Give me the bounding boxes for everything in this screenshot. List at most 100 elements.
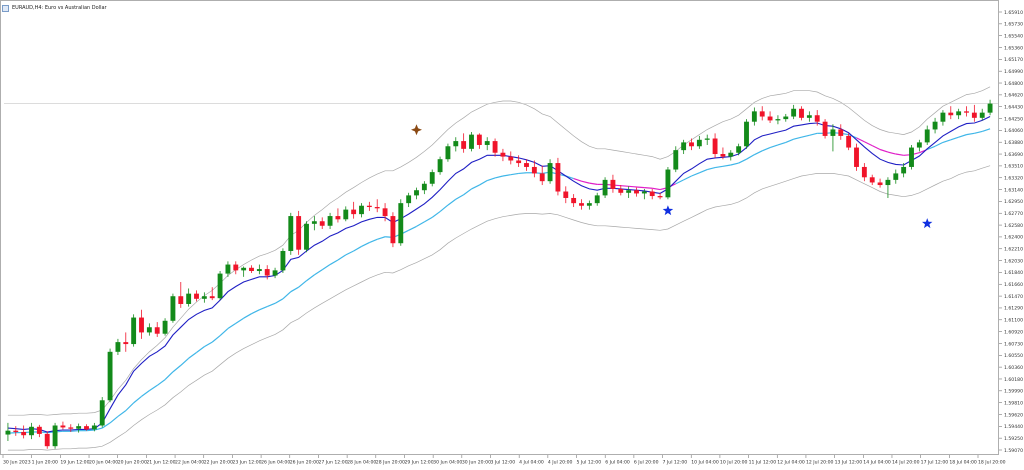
x-tick-label: 30 Jun 2023 <box>3 460 31 466</box>
candle-body <box>406 195 412 204</box>
x-tick-label: 10 Jul 04:00 <box>691 460 719 466</box>
candle-body <box>84 426 89 430</box>
y-tick-label: 1.60550 <box>1004 353 1023 359</box>
y-tick-label: 1.63140 <box>1004 187 1023 193</box>
buy-signal-star-icon <box>922 218 933 229</box>
ema-slow-segment <box>714 165 724 169</box>
buy-signal-star-icon <box>662 205 674 216</box>
candle-body <box>508 156 514 161</box>
ema-slow-segment <box>942 139 951 143</box>
y-tick-label: 1.61290 <box>1004 306 1023 312</box>
y-tick-label: 1.64990 <box>1004 69 1023 75</box>
ema-slow-segment <box>133 395 142 404</box>
candle-body <box>775 119 781 121</box>
candle-body <box>296 216 302 250</box>
candle-body <box>964 111 969 113</box>
x-tick-label: 26 Jun 20:00 <box>290 460 319 466</box>
y-tick-label: 1.60730 <box>1004 341 1023 347</box>
ema-slow-segment <box>164 371 174 381</box>
ema-slow-segment <box>871 145 881 151</box>
chart-title: EURAUD,H4: Euro vs Australian Dollar <box>12 5 107 11</box>
candle-body <box>233 264 239 271</box>
x-tick-label: 10 Jul 20:00 <box>720 460 748 466</box>
y-tick-label: 1.59810 <box>1004 400 1023 406</box>
ema-slow-segment <box>227 322 237 330</box>
candle-body <box>987 103 993 113</box>
band-upper-line <box>7 86 991 416</box>
ema-slow-segment <box>251 309 260 315</box>
ema-slow-segment <box>769 144 779 149</box>
candle-body <box>948 112 954 116</box>
ema-slow-segment <box>864 141 873 147</box>
x-tick-label: 29 Jun 12:00 <box>404 460 433 466</box>
ema-slow-segment <box>211 335 221 343</box>
ema-slow-segment <box>282 291 292 300</box>
candle-body <box>351 209 357 215</box>
ema-slow-segment <box>887 151 896 155</box>
ema-slow-segment <box>329 259 339 266</box>
y-tick-label: 1.64620 <box>1004 93 1023 99</box>
candle-body <box>162 320 168 334</box>
x-tick-label: 18 Jul 04:00 <box>949 460 977 466</box>
candle-body <box>586 203 592 206</box>
ema-slow-segment <box>502 174 511 177</box>
candle-body <box>5 430 11 435</box>
ema-slow-segment <box>125 402 135 412</box>
candle-body <box>288 216 294 251</box>
ema-slow-segment <box>730 162 739 166</box>
candle-body <box>476 134 482 145</box>
ema-slow-segment <box>785 138 794 143</box>
candle-body <box>516 160 522 164</box>
candle-body <box>280 250 286 271</box>
x-tick-label: 6 Jul 04:00 <box>605 460 630 466</box>
ema-slow-segment <box>94 427 103 431</box>
ema-slow-segment <box>369 238 378 244</box>
ema-slow-segment <box>172 364 182 373</box>
candle-body <box>901 166 907 174</box>
y-tick-label: 1.65730 <box>1004 22 1023 28</box>
candle-body <box>579 203 584 206</box>
ema-slow-segment <box>149 384 158 392</box>
candle-body <box>524 163 529 167</box>
candle-body <box>194 293 199 299</box>
x-tick-label: 23 Jun 12:00 <box>232 460 261 466</box>
y-tick-label: 1.64430 <box>1004 105 1023 111</box>
ema-slow-segment <box>274 298 284 304</box>
y-tick-label: 1.59620 <box>1004 412 1023 418</box>
ema-slow-segment <box>101 422 111 429</box>
candle-body <box>932 121 938 130</box>
candle-body <box>343 209 349 220</box>
ema-slow-segment <box>377 236 386 240</box>
ema-slow-segment <box>652 187 661 191</box>
y-tick-label: 1.61840 <box>1004 270 1023 276</box>
x-tick-label: 21 Jun 12:00 <box>146 460 175 466</box>
ema-slow-segment <box>856 137 865 143</box>
ema-slow-segment <box>431 211 441 218</box>
candle-body <box>909 147 914 167</box>
candle-body <box>539 173 545 182</box>
candle-body <box>36 426 42 434</box>
y-tick-label: 1.65910 <box>1004 10 1023 16</box>
candle-body <box>115 342 121 352</box>
x-tick-label: 12 Jul 04:00 <box>777 460 805 466</box>
candle-body <box>374 207 380 209</box>
chart-window-icon <box>2 4 9 12</box>
ema-slow-segment <box>447 198 457 206</box>
candle-body <box>751 111 757 122</box>
candle-body <box>531 166 537 174</box>
candle-body <box>736 146 742 153</box>
ema-slow-segment <box>518 172 527 175</box>
candle-body <box>830 129 836 136</box>
y-tick-label: 1.62580 <box>1004 223 1023 229</box>
x-tick-label: 6 Jul 20:00 <box>634 460 659 466</box>
y-tick-label: 1.62400 <box>1004 235 1023 241</box>
x-tick-label: 7 Jul 12:00 <box>663 460 688 466</box>
ema-slow-segment <box>117 410 127 417</box>
y-tick-label: 1.60360 <box>1004 365 1023 371</box>
candles-layer <box>5 99 993 449</box>
candle-body <box>767 116 773 121</box>
candle-body <box>704 138 710 140</box>
candle-body <box>319 221 325 226</box>
